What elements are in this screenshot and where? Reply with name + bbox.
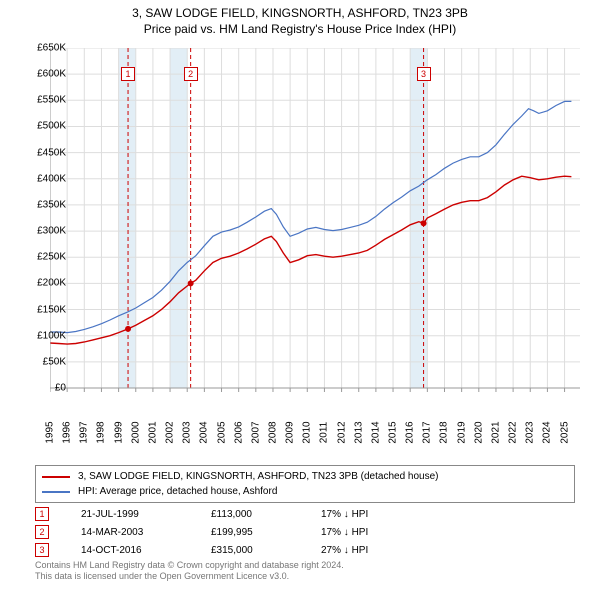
x-tick-label: 2014 (370, 421, 381, 443)
x-tick-label: 2023 (525, 421, 536, 443)
sales-row: 2 14-MAR-2003 £199,995 17% ↓ HPI (35, 523, 575, 541)
sale-price: £199,995 (211, 527, 321, 538)
x-tick-label: 2009 (285, 421, 296, 443)
y-tick-label: £550K (37, 95, 66, 106)
sale-marker-icon: 1 (35, 507, 49, 521)
chart (50, 48, 580, 418)
x-tick-label: 1999 (113, 421, 124, 443)
legend: 3, SAW LODGE FIELD, KINGSNORTH, ASHFORD,… (35, 465, 575, 503)
x-tick-label: 2022 (508, 421, 519, 443)
y-tick-label: £350K (37, 199, 66, 210)
y-tick-label: £500K (37, 121, 66, 132)
x-tick-label: 2000 (130, 421, 141, 443)
x-tick-label: 2018 (439, 421, 450, 443)
x-tick-label: 2013 (353, 421, 364, 443)
title-subtitle: Price paid vs. HM Land Registry's House … (0, 22, 600, 36)
chart-svg (50, 48, 580, 418)
legend-row: HPI: Average price, detached house, Ashf… (42, 484, 568, 499)
chart-marker-icon: 3 (417, 67, 431, 81)
sale-price: £315,000 (211, 545, 321, 556)
title-address: 3, SAW LODGE FIELD, KINGSNORTH, ASHFORD,… (0, 6, 600, 20)
x-tick-label: 2020 (473, 421, 484, 443)
x-tick-label: 2008 (267, 421, 278, 443)
x-tick-label: 2004 (199, 421, 210, 443)
y-tick-label: £650K (37, 43, 66, 54)
y-tick-label: £450K (37, 147, 66, 158)
y-tick-label: £250K (37, 252, 66, 263)
y-tick-label: £150K (37, 304, 66, 315)
y-tick-label: £300K (37, 226, 66, 237)
x-tick-label: 2012 (336, 421, 347, 443)
x-tick-label: 2002 (165, 421, 176, 443)
sales-table: 1 21-JUL-1999 £113,000 17% ↓ HPI 2 14-MA… (35, 505, 575, 559)
sales-row: 1 21-JUL-1999 £113,000 17% ↓ HPI (35, 505, 575, 523)
sales-row: 3 14-OCT-2016 £315,000 27% ↓ HPI (35, 541, 575, 559)
x-tick-label: 2025 (559, 421, 570, 443)
legend-label: HPI: Average price, detached house, Ashf… (78, 486, 277, 497)
x-tick-label: 2021 (490, 421, 501, 443)
legend-row: 3, SAW LODGE FIELD, KINGSNORTH, ASHFORD,… (42, 469, 568, 484)
x-tick-label: 2006 (233, 421, 244, 443)
sale-diff: 27% ↓ HPI (321, 545, 431, 556)
sale-diff: 17% ↓ HPI (321, 509, 431, 520)
x-tick-label: 1996 (62, 421, 73, 443)
y-tick-label: £50K (43, 356, 66, 367)
x-tick-label: 2005 (216, 421, 227, 443)
legend-swatch (42, 491, 70, 493)
x-tick-label: 2003 (182, 421, 193, 443)
y-tick-label: £100K (37, 330, 66, 341)
x-tick-label: 2024 (542, 421, 553, 443)
x-tick-label: 1997 (79, 421, 90, 443)
legend-swatch (42, 476, 70, 478)
sale-marker-icon: 2 (35, 525, 49, 539)
x-tick-label: 2001 (147, 421, 158, 443)
footer: Contains HM Land Registry data © Crown c… (35, 560, 344, 583)
y-tick-label: £0 (55, 383, 66, 394)
sale-date: 14-MAR-2003 (81, 527, 211, 538)
legend-label: 3, SAW LODGE FIELD, KINGSNORTH, ASHFORD,… (78, 471, 439, 482)
chart-marker-icon: 2 (184, 67, 198, 81)
y-tick-label: £600K (37, 69, 66, 80)
sale-diff: 17% ↓ HPI (321, 527, 431, 538)
y-tick-label: £400K (37, 173, 66, 184)
sale-marker-icon: 3 (35, 543, 49, 557)
x-tick-label: 1995 (45, 421, 56, 443)
x-tick-label: 2007 (250, 421, 261, 443)
footer-line1: Contains HM Land Registry data © Crown c… (35, 560, 344, 571)
footer-line2: This data is licensed under the Open Gov… (35, 571, 344, 582)
x-tick-label: 1998 (96, 421, 107, 443)
x-tick-label: 2017 (422, 421, 433, 443)
x-tick-label: 2015 (388, 421, 399, 443)
sale-price: £113,000 (211, 509, 321, 520)
x-tick-label: 2016 (405, 421, 416, 443)
x-tick-label: 2011 (319, 422, 330, 444)
sale-date: 21-JUL-1999 (81, 509, 211, 520)
x-tick-label: 2010 (302, 421, 313, 443)
sale-date: 14-OCT-2016 (81, 545, 211, 556)
chart-marker-icon: 1 (121, 67, 135, 81)
x-tick-label: 2019 (456, 421, 467, 443)
y-tick-label: £200K (37, 278, 66, 289)
